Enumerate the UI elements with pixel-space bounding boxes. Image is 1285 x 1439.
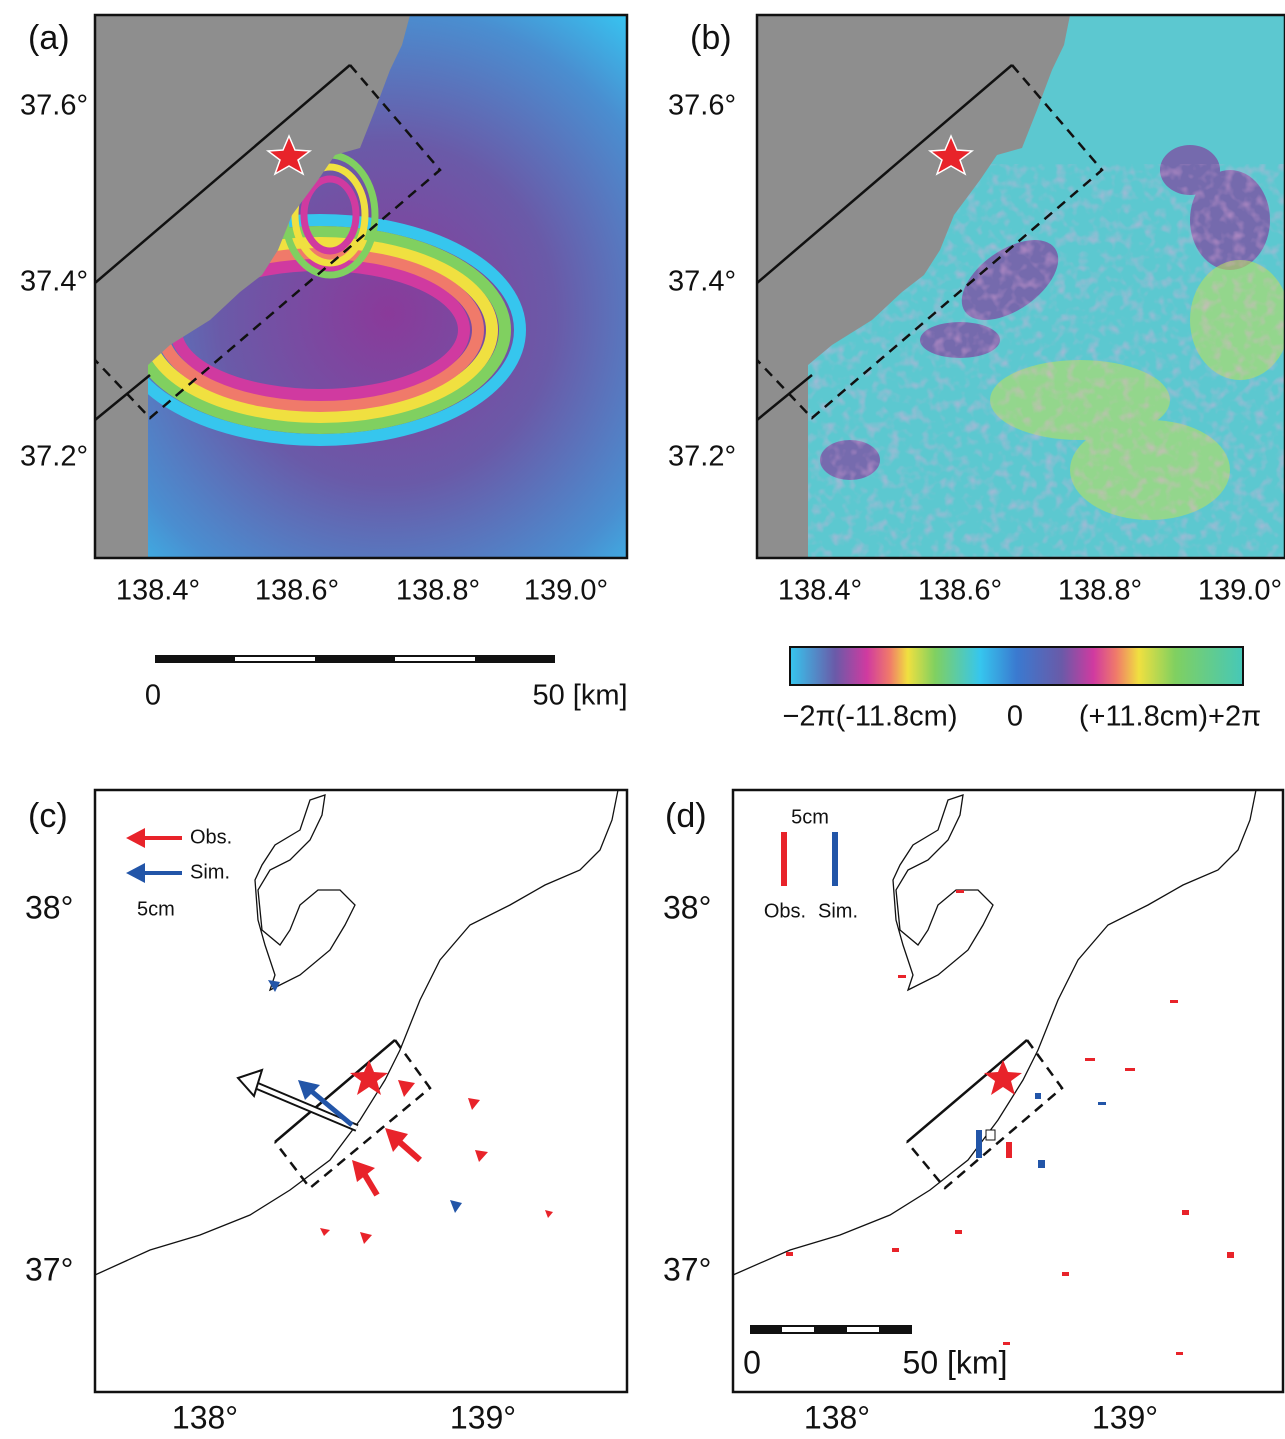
x-tick-label: 139.0° [524, 575, 608, 607]
scale-label: 50 [km] [903, 1344, 1008, 1380]
x-tick-label: 139° [450, 1399, 516, 1435]
fault-plane [756, 64, 1104, 420]
panel-a: (a) 37.6° 37.4° 37.2° 138.4° 138.6° 138.… [20, 13, 629, 607]
y-tick-label: 37.6° [668, 90, 736, 122]
frame [731, 788, 1285, 1394]
epicenter [350, 1060, 388, 1095]
legend-label: 5cm [137, 898, 175, 920]
legend-label: Sim. [818, 900, 858, 922]
epicenter [265, 134, 313, 176]
y-tick-label: 37.2° [668, 441, 736, 473]
colorbar-label: −2π(-11.8cm) [783, 701, 958, 733]
fault-top [274, 1039, 396, 1143]
panel-label: (c) [28, 797, 68, 835]
panel-d: 5cm Obs. Sim. 0 50 [km] (d) 38° 37° 138°… [663, 788, 1285, 1435]
scale-bar: 0 50 [km] [145, 655, 628, 712]
legend: Obs. Sim. 5cm [126, 826, 232, 920]
x-tick-label: 138.8° [396, 575, 480, 607]
y-tick-label: 37.2° [20, 441, 88, 473]
y-tick-label: 37.4° [668, 266, 736, 298]
land [757, 15, 1070, 558]
legend-label: Sim. [190, 861, 230, 883]
y-tick-label: 38° [25, 889, 73, 925]
x-tick-label: 138° [172, 1399, 238, 1435]
coastline [94, 789, 619, 1276]
fault-top [94, 64, 351, 284]
y-tick-label: 38° [663, 889, 711, 925]
fault-plane [274, 1039, 432, 1190]
x-tick-label: 138.4° [116, 575, 200, 607]
fault-top [94, 374, 151, 421]
fault-plane [906, 1039, 1064, 1190]
arrows [236, 980, 553, 1244]
frame [755, 13, 1285, 560]
x-tick-label: 138.6° [918, 575, 1002, 607]
legend-label: 5cm [791, 806, 829, 828]
scale-label: 50 [km] [532, 680, 627, 712]
legend-label: Obs. [190, 826, 232, 848]
island [892, 794, 994, 992]
epicenter [984, 1060, 1022, 1095]
fault-top [756, 374, 813, 421]
island [254, 794, 356, 992]
panel-label: (a) [28, 19, 70, 57]
legend-label: Obs. [764, 900, 806, 922]
fault-plane [94, 64, 442, 420]
bars [786, 890, 1234, 1355]
legend: 5cm Obs. Sim. [764, 806, 858, 922]
epicenter [927, 134, 975, 176]
colorbar-label: (+11.8cm)+2π [1079, 701, 1261, 733]
x-tick-label: 138.8° [1058, 575, 1142, 607]
station [985, 1129, 996, 1141]
x-tick-label: 139.0° [1198, 575, 1282, 607]
frame [93, 13, 629, 560]
y-tick-label: 37° [25, 1251, 73, 1287]
frame [93, 788, 629, 1394]
panel-b: (b) 37.6° 37.4° 37.2° 138.4° 138.6° 138.… [668, 13, 1285, 607]
x-tick-label: 139° [1092, 1399, 1158, 1435]
colorbar-label: 0 [1007, 701, 1023, 733]
scale-label: 0 [743, 1344, 761, 1380]
coastline [732, 789, 1257, 1276]
y-tick-label: 37° [663, 1251, 711, 1287]
x-tick-label: 138.4° [778, 575, 862, 607]
panel-label: (b) [690, 19, 732, 57]
scale-label: 0 [145, 680, 161, 712]
land [95, 15, 410, 558]
colorbar: −2π(-11.8cm) 0 (+11.8cm)+2π [783, 646, 1261, 733]
x-tick-label: 138° [804, 1399, 870, 1435]
fault-top [906, 1039, 1028, 1143]
scale-bar: 0 50 [km] [743, 1325, 1007, 1380]
x-tick-label: 138.6° [255, 575, 339, 607]
y-tick-label: 37.6° [20, 90, 88, 122]
panel-label: (d) [665, 797, 707, 835]
y-tick-label: 37.4° [20, 266, 88, 298]
panel-c: Obs. Sim. 5cm (c) 38° 37° 138° 139° [25, 788, 629, 1435]
fault-top [756, 64, 1013, 284]
